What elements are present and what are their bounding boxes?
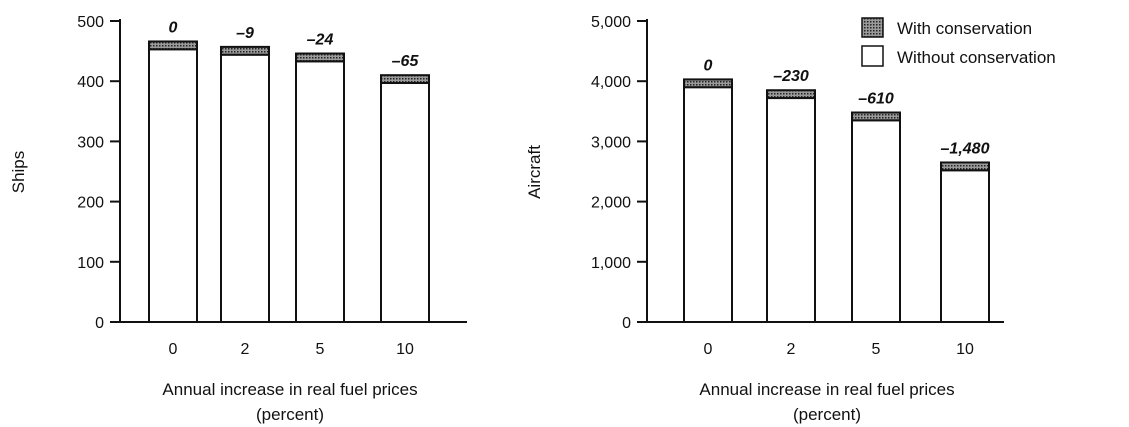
aircraft-bar-with-conservation — [683, 78, 733, 89]
aircraft-y-tick-label: 5,000 — [591, 14, 631, 31]
ships-bar-with-conservation — [295, 52, 345, 63]
ships-bar-without-conservation — [295, 60, 345, 323]
ships-y-tick-label: 100 — [77, 255, 104, 272]
ships-data-label: –9 — [236, 25, 254, 42]
ships-x-tick-label: 0 — [169, 341, 178, 358]
aircraft-y-tick-label: 3,000 — [591, 134, 631, 151]
aircraft-data-label: –1,480 — [941, 140, 990, 157]
aircraft-bar-without-conservation — [851, 119, 901, 323]
ships-x-tick-label: 2 — [241, 341, 250, 358]
ships-bar-with-conservation — [148, 40, 198, 51]
aircraft-x-tick-label: 2 — [787, 341, 796, 358]
ships-bar-without-conservation — [220, 53, 270, 323]
aircraft-data-label: 0 — [704, 57, 713, 74]
ships-data-label: –65 — [392, 53, 420, 70]
ships-bar-with-conservation — [380, 74, 430, 85]
ships-x-axis-title-line: (percent) — [256, 405, 324, 424]
aircraft-data-label: –230 — [773, 68, 809, 85]
aircraft-bar-with-conservation — [851, 111, 901, 122]
aircraft-chart: 0 1,000 2,000 3,000 4,000 5,000 Aircraft Annual… — [525, 14, 1004, 424]
aircraft-y-tick-label: 1,000 — [591, 255, 631, 272]
aircraft-bar-without-conservation — [683, 86, 733, 323]
legend-label-without-conservation: Without conservation — [897, 48, 1056, 67]
legend-swatch-with-conservation — [861, 17, 884, 38]
aircraft-y-tick-label: 2,000 — [591, 195, 631, 212]
ships-bar-with-conservation — [220, 45, 270, 56]
aircraft-bar-without-conservation — [940, 169, 990, 323]
aircraft-bar-with-conservation — [766, 89, 816, 100]
ships-data-label: 0 — [169, 19, 178, 36]
ships-y-axis-title: Ships — [9, 151, 28, 194]
ships-data-label: –24 — [307, 32, 334, 49]
aircraft-x-tick-label: 10 — [956, 341, 974, 358]
aircraft-y-tick-label: 0 — [622, 315, 631, 332]
aircraft-bar-without-conservation — [766, 97, 816, 323]
ships-bar-without-conservation — [148, 48, 198, 323]
legend-swatch-without-conservation — [861, 45, 884, 67]
legend-label-with-conservation: With conservation — [897, 19, 1032, 38]
ships-x-tick-label: 10 — [396, 341, 414, 358]
ships-y-tick-label: 300 — [77, 134, 104, 151]
ships-bar-without-conservation — [380, 82, 430, 323]
ships-x-axis-title-line: Annual increase in real fuel prices — [162, 380, 417, 399]
ships-y-tick-label: 200 — [77, 195, 104, 212]
aircraft-x-tick-label: 5 — [872, 341, 881, 358]
ships-y-tick-label: 500 — [77, 14, 104, 31]
aircraft-x-axis-title-line: (percent) — [793, 405, 861, 424]
aircraft-bar-with-conservation — [940, 161, 990, 172]
aircraft-data-label: –610 — [858, 91, 894, 108]
ships-y-tick-label: 400 — [77, 74, 104, 91]
ships-x-tick-label: 5 — [316, 341, 325, 358]
aircraft-y-axis-title: Aircraft — [525, 145, 544, 199]
aircraft-y-tick-label: 4,000 — [591, 74, 631, 91]
legend: With conservation Without conservation — [861, 17, 1056, 67]
ships-y-tick-label: 0 — [95, 315, 104, 332]
aircraft-x-tick-label: 0 — [704, 341, 713, 358]
aircraft-x-axis-title-line: Annual increase in real fuel prices — [699, 380, 954, 399]
